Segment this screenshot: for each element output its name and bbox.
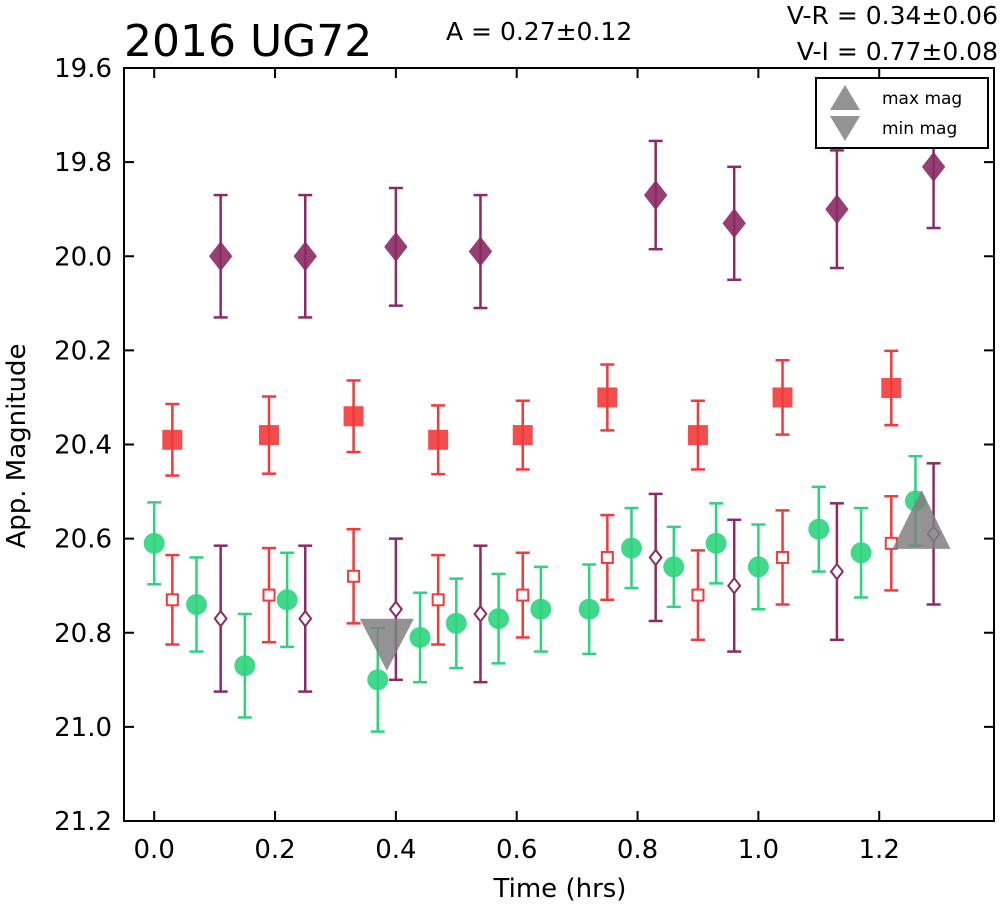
x-tick-label: 0.2 bbox=[254, 835, 295, 865]
data-point bbox=[829, 562, 845, 581]
data-point bbox=[409, 626, 431, 648]
legend-label: max mag bbox=[882, 89, 962, 109]
data-point bbox=[293, 241, 317, 272]
legend-label: min mag bbox=[882, 119, 957, 139]
x-tick-label: 0.6 bbox=[496, 835, 537, 865]
data-point bbox=[473, 604, 488, 624]
data-point bbox=[347, 569, 361, 583]
x-tick-label: 0.4 bbox=[375, 835, 416, 865]
data-point bbox=[165, 593, 179, 607]
data-point bbox=[445, 612, 467, 634]
data-point bbox=[825, 194, 849, 225]
color-index-vi: V-I = 0.77±0.08 bbox=[797, 37, 998, 66]
y-tick-label: 20.6 bbox=[54, 525, 112, 555]
data-point bbox=[276, 589, 298, 611]
data-point bbox=[516, 588, 530, 602]
x-axis-label: Time (hrs) bbox=[493, 874, 627, 904]
data-point bbox=[298, 609, 313, 628]
y-axis-label: App. Magnitude bbox=[2, 343, 32, 548]
x-tick-label: 1.2 bbox=[859, 835, 900, 865]
color-index-vr: V-R = 0.34±0.06 bbox=[787, 1, 998, 30]
legend-min-mag-icon bbox=[830, 116, 860, 141]
data-point bbox=[747, 556, 769, 578]
y-tick-label: 20.8 bbox=[54, 619, 112, 649]
chart-title: 2016 UG72 bbox=[124, 16, 372, 67]
legend: max mag min mag bbox=[815, 77, 989, 149]
y-tick-label: 20.2 bbox=[54, 336, 112, 366]
data-point bbox=[259, 425, 279, 446]
data-point bbox=[691, 588, 705, 602]
data-point bbox=[384, 231, 408, 262]
data-point bbox=[512, 425, 533, 446]
y-tick-label: 19.8 bbox=[54, 148, 112, 178]
y-tick-label: 20.4 bbox=[54, 431, 112, 461]
plot-area bbox=[143, 104, 951, 733]
legend-max-mag-icon bbox=[830, 85, 860, 110]
axis-ticks: 0.0 0.2 0.4 0.6 0.8 1.0 1.2 19.6 19.8 20.0 20.2 20.… bbox=[54, 54, 994, 865]
data-point bbox=[705, 532, 727, 554]
data-point bbox=[772, 387, 793, 408]
data-point bbox=[162, 429, 183, 450]
data-point bbox=[850, 542, 872, 564]
y-tick-label: 21.0 bbox=[54, 713, 112, 743]
data-point bbox=[428, 429, 449, 450]
data-point bbox=[597, 387, 618, 408]
min-mag-marker bbox=[359, 618, 414, 671]
x-tick-label: 1.0 bbox=[738, 835, 779, 865]
data-point bbox=[600, 550, 614, 564]
data-point bbox=[186, 594, 207, 616]
series-1 bbox=[208, 104, 946, 319]
x-tick-label: 0.8 bbox=[617, 835, 658, 865]
y-tick-label: 19.6 bbox=[54, 54, 112, 84]
data-point bbox=[143, 532, 165, 554]
data-point bbox=[722, 208, 746, 239]
amplitude-label: A = 0.27±0.12 bbox=[446, 17, 632, 46]
data-point bbox=[530, 598, 552, 620]
axes-frame bbox=[123, 67, 995, 822]
data-point bbox=[648, 548, 663, 567]
data-point bbox=[343, 406, 364, 427]
data-point bbox=[687, 425, 708, 446]
data-point bbox=[367, 669, 389, 691]
y-tick-label: 20.0 bbox=[54, 242, 112, 272]
data-point bbox=[431, 593, 445, 607]
data-point bbox=[388, 600, 403, 619]
max-mag-marker bbox=[892, 489, 951, 549]
data-point bbox=[578, 598, 600, 620]
data-point bbox=[262, 588, 276, 602]
data-point bbox=[213, 609, 228, 628]
y-tick-label: 21.2 bbox=[54, 807, 112, 837]
data-point bbox=[468, 236, 493, 267]
data-point bbox=[208, 241, 233, 272]
data-point bbox=[488, 608, 510, 630]
data-point bbox=[663, 556, 685, 578]
series-3 bbox=[165, 495, 899, 646]
x-tick-label: 0.0 bbox=[134, 835, 175, 865]
series-0 bbox=[162, 349, 902, 477]
series-2 bbox=[143, 455, 926, 733]
data-point bbox=[808, 518, 830, 540]
data-point bbox=[621, 537, 642, 559]
data-point bbox=[776, 550, 790, 564]
data-point bbox=[234, 655, 256, 677]
data-point bbox=[727, 576, 742, 595]
data-point bbox=[881, 378, 902, 399]
series-4 bbox=[213, 462, 941, 693]
data-point bbox=[643, 180, 668, 211]
data-point bbox=[921, 151, 946, 182]
